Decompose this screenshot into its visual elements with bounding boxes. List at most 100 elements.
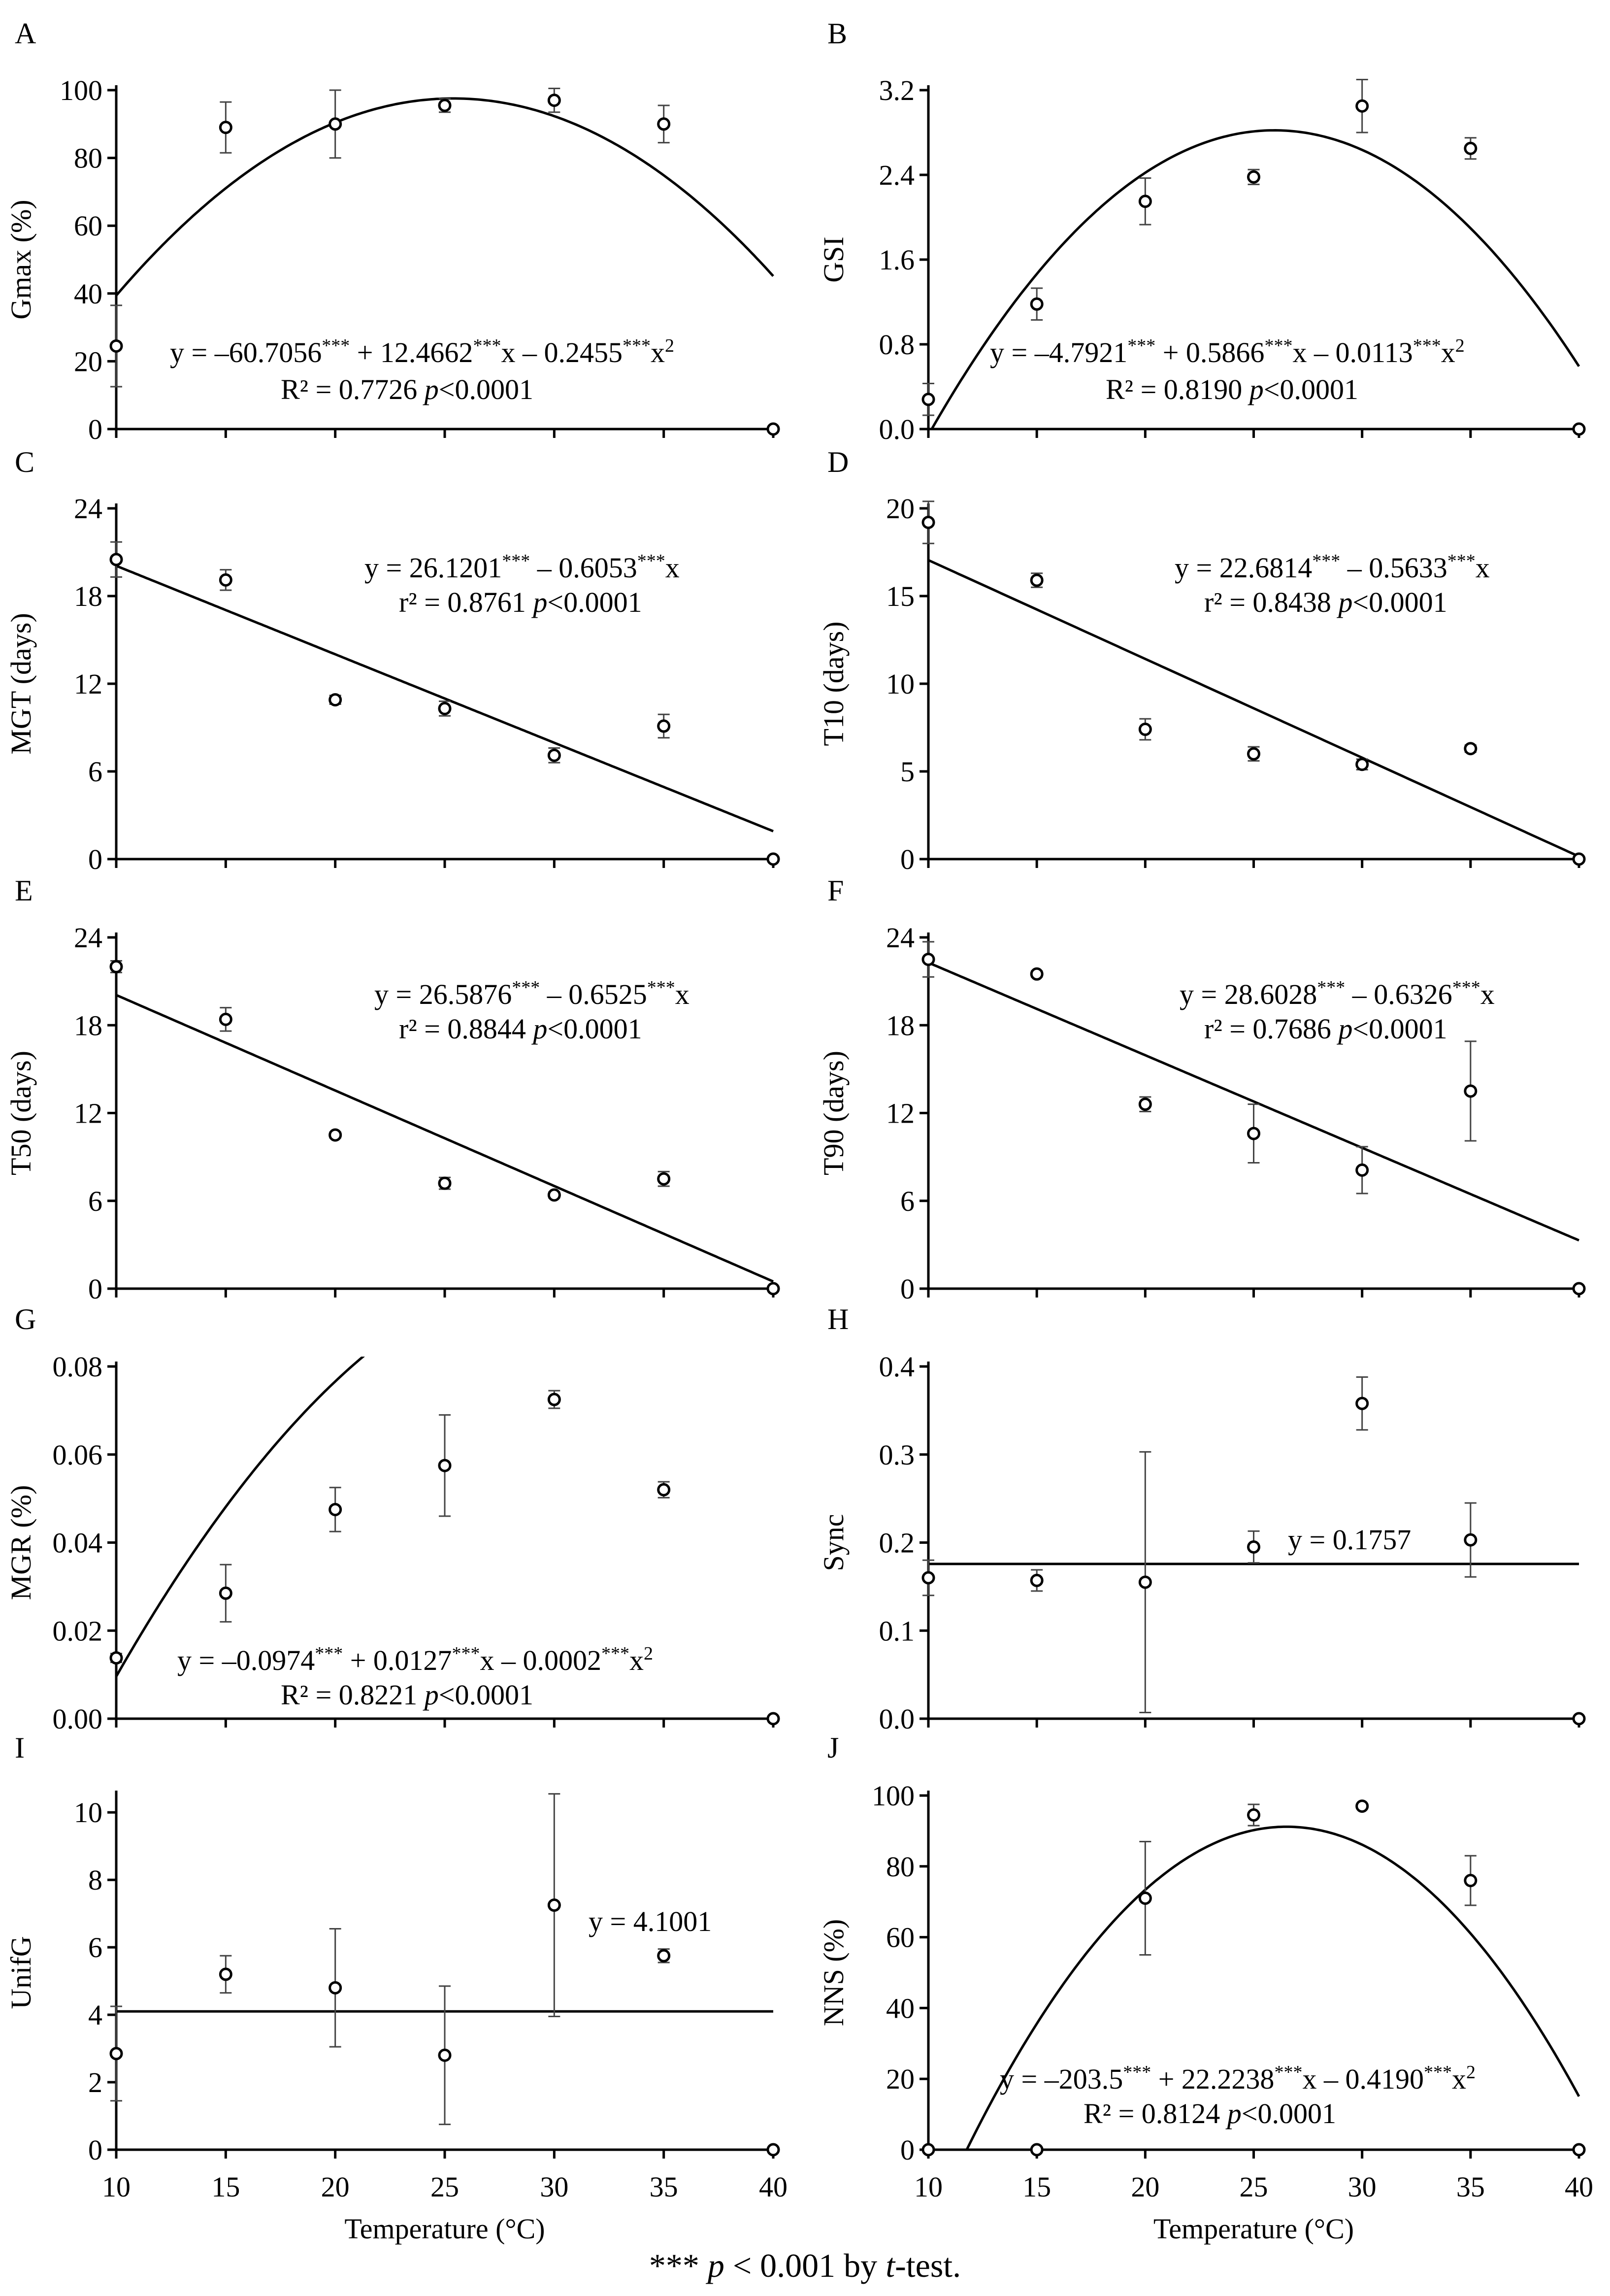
panel-d-fit-line [928,559,1580,858]
panel-i-data-point [219,1967,232,1981]
panel-a-y-tick-label: 80 [74,142,102,174]
panel-f-data-point [1030,967,1044,981]
panel-j-x-label: Temperature (°C) [1153,2213,1354,2245]
panel-a-data-point [547,94,561,107]
panel-j-y-tick-label: 20 [886,2063,915,2095]
panel-a-y-tick-label: 60 [74,210,102,242]
panel-f-data-point [921,953,935,966]
panel-j-equation: y = –203.5*** + 22.2238***x – 0.4190***x… [1000,2062,1476,2095]
panel-f-y-tick-label: 0 [900,1273,915,1305]
panel-i-y-tick-label: 2 [88,2066,102,2098]
panel-d-y-label: T10 (days) [818,622,850,746]
panel-c-fit-line [116,565,774,832]
panel-c-data-point [766,852,780,866]
panel-c-y-label: MGT (days) [5,613,37,754]
panel-i-data-point [657,1949,671,1963]
panel-h-y-tick-label: 0.0 [879,1703,915,1735]
panel-b-y-tick-label: 3.2 [879,74,915,106]
panel-i-y-tick-label: 8 [88,1864,102,1896]
panel-j-x-tick-label: 25 [1240,2171,1268,2203]
panel-h-y-label: Sync [818,1514,850,1571]
panel-j-letter: J [827,1731,839,1764]
panel-c-data-point [438,701,452,715]
panel-c-letter: C [15,446,34,478]
panel-b-y-tick-label: 2.4 [879,159,915,191]
panel-e-letter: E [15,874,33,907]
panel-g-data-point [657,1483,671,1497]
panel-a-y-tick-label: 20 [74,345,102,377]
panel-j-x-tick-label: 35 [1456,2171,1485,2203]
panel-d-data-point [921,515,935,529]
panel-d-data-point [1355,758,1369,771]
panel-a-y-tick-label: 100 [60,74,102,106]
panel-j-x-tick-label: 10 [914,2171,943,2203]
panel-h-letter: H [827,1303,849,1335]
panel-c-data-point [547,748,561,762]
panel-e-data-point [766,1282,780,1296]
panel-e-y-tick-label: 24 [74,922,102,954]
panel-f-y-tick-label: 18 [886,1009,915,1041]
panel-j-y-tick-label: 40 [886,1992,915,2024]
panel-a-data-point [766,422,780,436]
panel-b-y-tick-label: 0.8 [879,329,915,361]
panel-b-y-tick-label: 0.0 [879,413,915,445]
panel-b-data-point [1464,141,1478,155]
panel-a-data-point [109,339,123,353]
panel-i-data-point [766,2143,780,2157]
footnote: *** p < 0.001 by t-test. [0,2246,1610,2285]
panel-c-y-tick-label: 0 [88,843,102,875]
panel-j-data-point [921,2143,935,2157]
panel-b-data-point [1355,99,1369,113]
panel-j-data-point [1138,1892,1152,1905]
panel-a-y-tick-label: 0 [88,413,102,445]
panel-g-data-point [109,1651,123,1665]
panel-j-data-point [1464,1874,1478,1888]
panel-i-letter: I [15,1731,25,1764]
panel-g-fit-line [116,1357,365,1677]
panel-b-data-point [921,393,935,406]
panel-e-y-label: T50 (days) [5,1051,37,1175]
panel-d-y-tick-label: 15 [886,580,915,612]
panel-i-x-tick-label: 40 [759,2171,788,2203]
panel-g-r-squared: R² = 0.8221 p<0.0001 [281,1679,533,1711]
panel-d-data-point [1247,747,1260,761]
panel-f-data-point [1464,1084,1478,1098]
panel-e-data-point [109,960,123,973]
panel-j-x-tick-label: 40 [1565,2171,1593,2203]
panel-e-fit-line [116,994,774,1283]
panel-i-data-point [109,2047,123,2061]
panel-c-y-tick-label: 24 [74,493,102,525]
panel-f-data-point [1138,1098,1152,1111]
panel-i-data-point [438,2048,452,2062]
panel-d-data-point [1138,723,1152,736]
panel-d-equation: y = 22.6814*** – 0.5633***x [1175,551,1490,584]
panel-a-y-label: Gmax (%) [5,200,37,319]
panel-e-r-squared: r² = 0.8844 p<0.0001 [399,1013,642,1045]
panel-h-data-point [921,1571,935,1585]
panel-j-data-point [1355,1799,1369,1813]
panel-a-fit-line [116,97,774,297]
panel-g-data-point [438,1459,452,1472]
panel-g-letter: G [15,1303,36,1335]
panel-f-data-point [1572,1282,1586,1296]
panel-a-data-point [329,117,342,131]
panel-g-data-point [219,1586,232,1600]
panel-h-data-point [1464,1533,1478,1547]
panel-d-y-tick-label: 0 [900,843,915,875]
panel-e-data-point [547,1188,561,1202]
panel-g-data-point [329,1502,342,1516]
panel-i-x-tick-label: 25 [430,2171,459,2203]
footnote-tail: -test. [895,2247,961,2284]
panel-j-x-tick-label: 15 [1022,2171,1051,2203]
panel-b-fit-line [930,129,1580,429]
panel-a-data-point [219,121,232,134]
panel-e-data-point [219,1012,232,1026]
panel-f-fit-line [928,961,1579,1242]
footnote-stars: *** [649,2247,699,2284]
panel-c-data-point [109,553,123,566]
panel-i-x-tick-label: 10 [102,2171,131,2203]
panel-h-y-tick-label: 0.3 [879,1439,915,1471]
panel-d-letter: D [827,446,849,478]
panel-b-equation: y = –4.7921*** + 0.5866***x – 0.0113***x… [990,335,1465,368]
panel-h-data-point [1138,1575,1152,1589]
